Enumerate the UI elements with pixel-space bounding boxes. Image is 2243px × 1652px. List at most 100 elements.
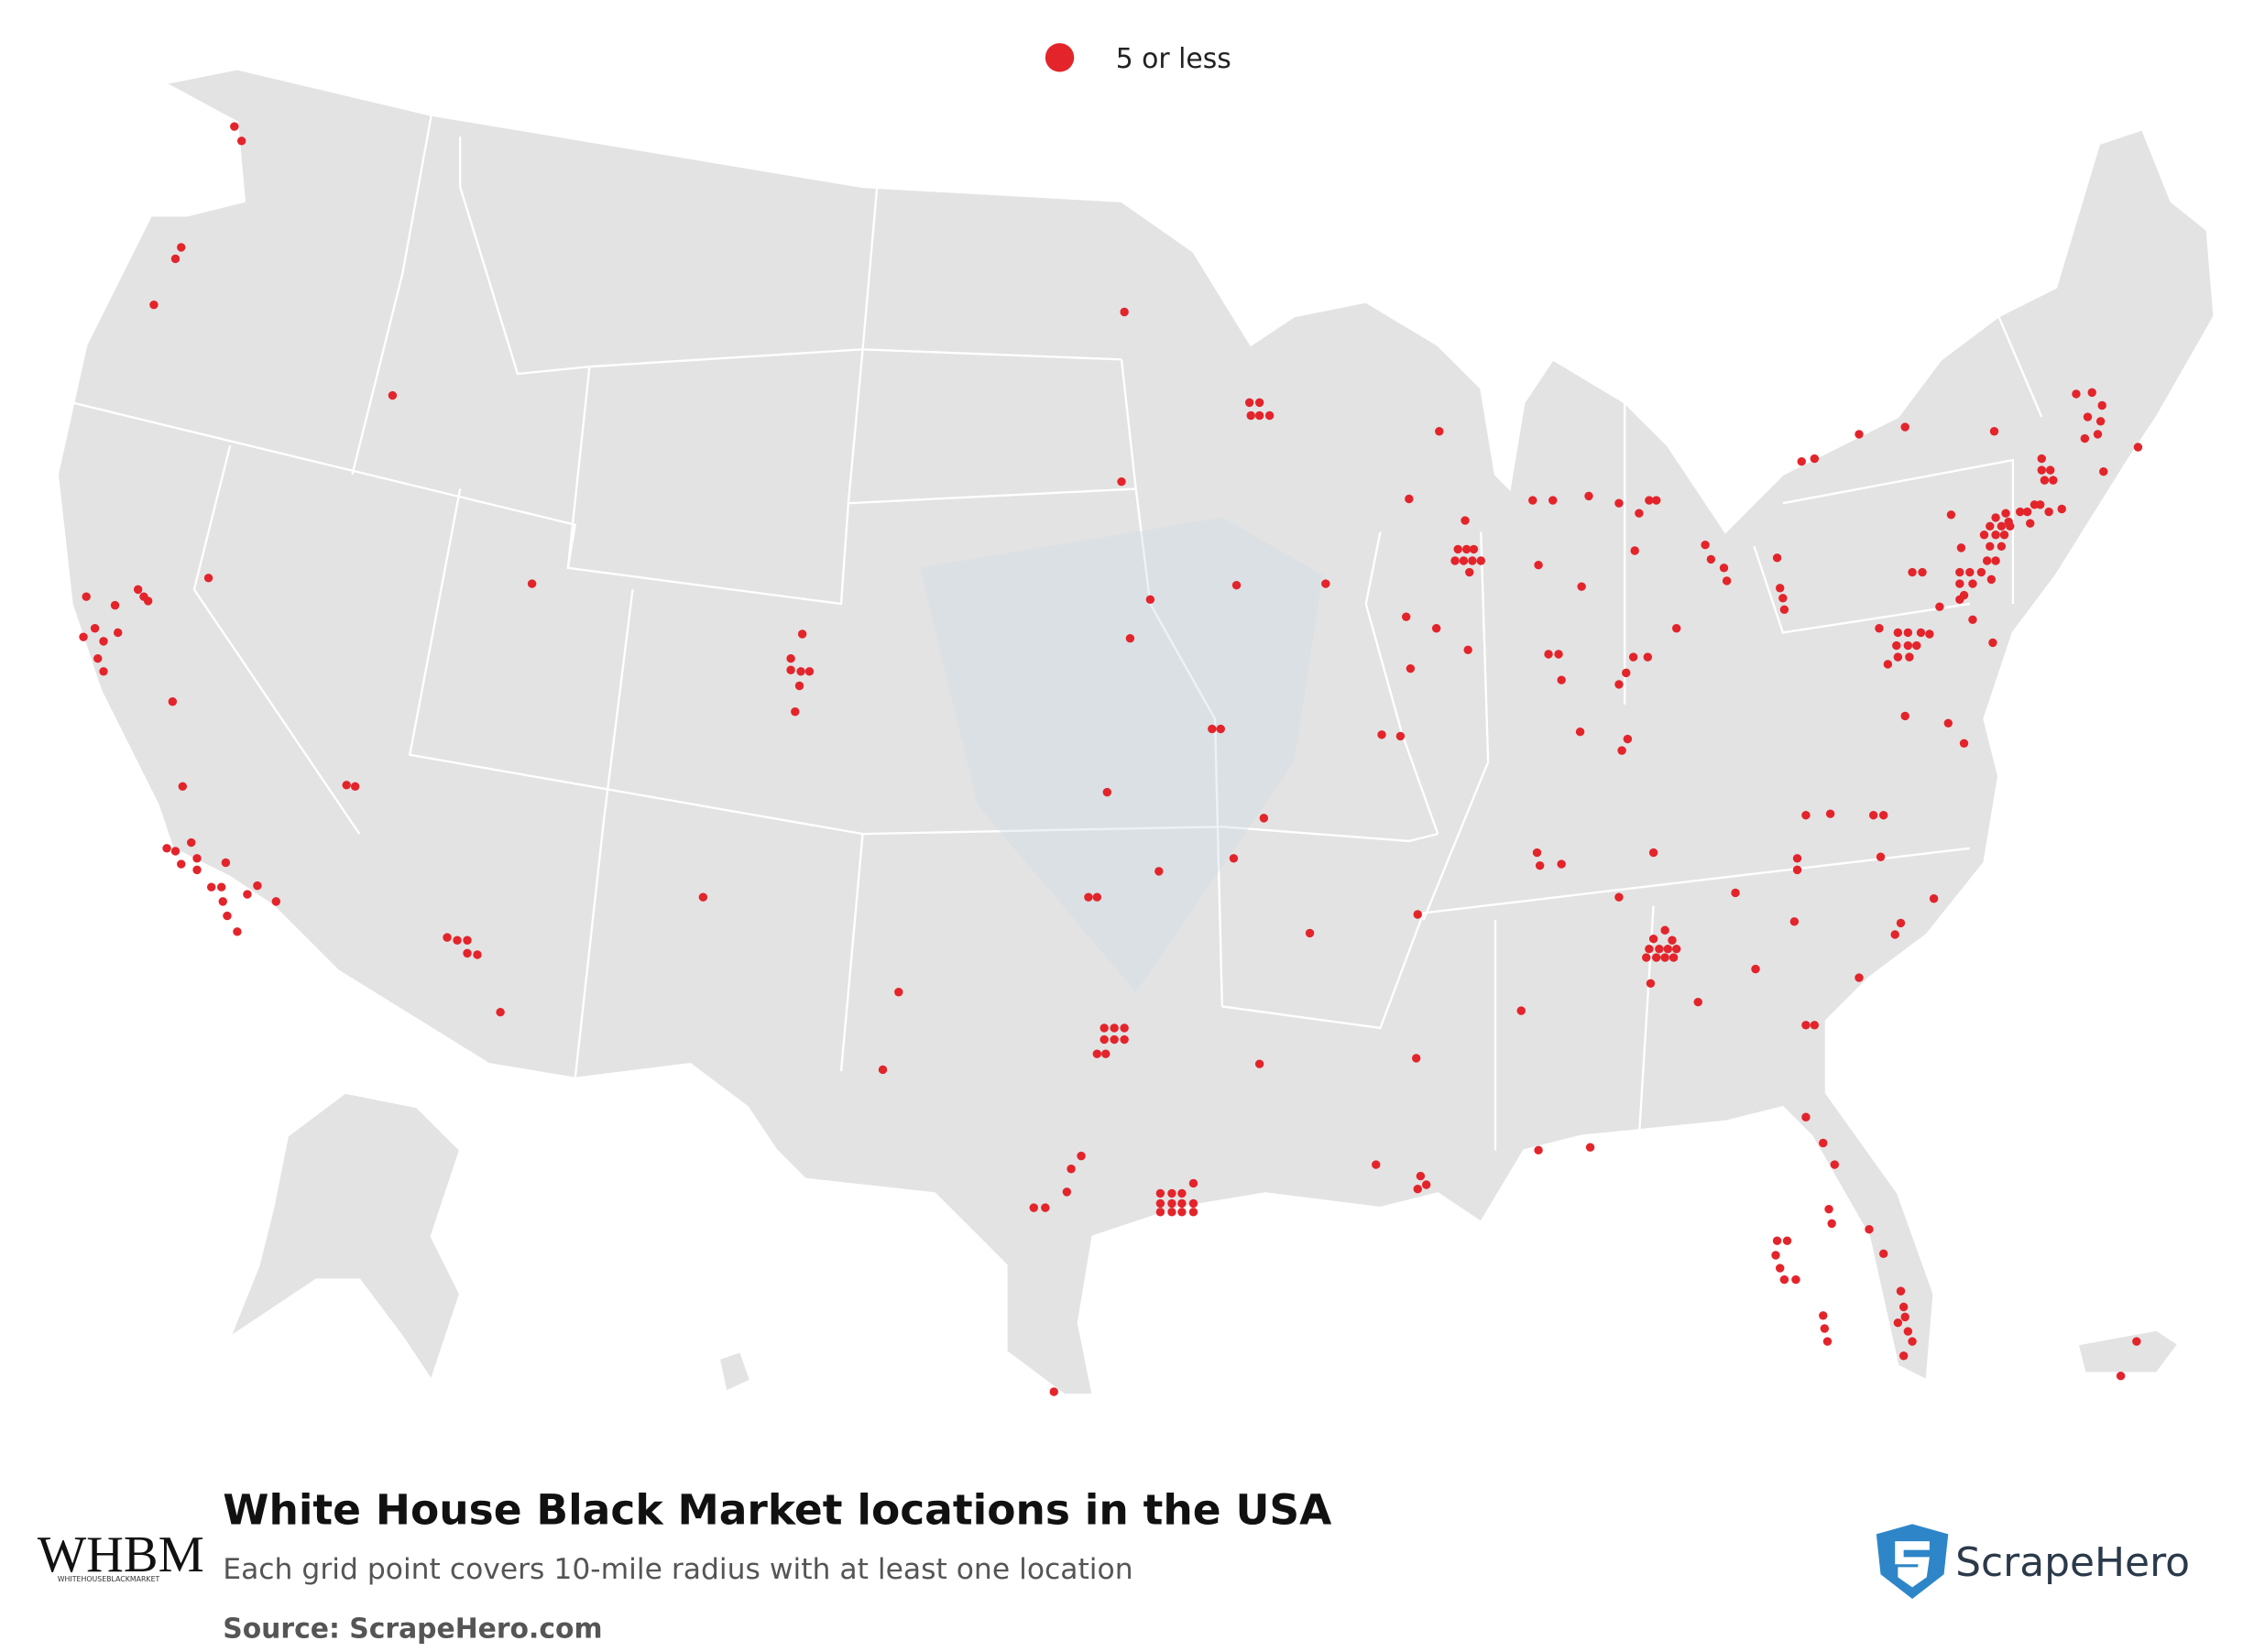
location-dot	[1916, 628, 1926, 638]
location-dot	[1701, 541, 1710, 550]
location-dot	[698, 892, 708, 902]
location-dot	[236, 137, 246, 146]
location-dot	[206, 882, 216, 892]
location-dot	[1986, 521, 1995, 531]
location-dot	[1660, 953, 1669, 962]
location-dot	[1264, 410, 1275, 421]
location-dot	[1929, 894, 1939, 903]
location-dot	[1575, 728, 1585, 737]
location-dot	[1077, 1151, 1086, 1161]
map	[56, 68, 2216, 1396]
location-dot	[1092, 1049, 1102, 1058]
location-dot	[177, 243, 186, 252]
location-dot	[1145, 595, 1155, 605]
location-dot	[496, 1008, 505, 1017]
location-dot	[1722, 576, 1732, 585]
location-dot	[2095, 417, 2106, 426]
location-dot	[1216, 724, 1225, 734]
location-dot	[1824, 1204, 1833, 1214]
location-dot	[203, 574, 213, 583]
location-dot	[1120, 307, 1129, 317]
location-dot	[1898, 1302, 1909, 1312]
location-dot	[82, 592, 91, 601]
location-dot	[1635, 509, 1644, 518]
location-dot	[1167, 1208, 1176, 1217]
location-dot	[1999, 531, 2009, 540]
location-dot	[1544, 650, 1553, 659]
location-dot	[1614, 680, 1624, 689]
location-dot	[1110, 1023, 1119, 1033]
location-dot	[1259, 814, 1269, 823]
location-dot	[1623, 734, 1633, 744]
location-dot	[1461, 516, 1470, 525]
location-dot	[1652, 496, 1661, 505]
location-dot	[1405, 494, 1414, 504]
location-dot	[1406, 663, 1416, 673]
location-dot	[1789, 917, 1800, 926]
location-dot	[1801, 1021, 1811, 1030]
legend-swatch	[1045, 43, 1075, 72]
location-dot	[388, 390, 398, 400]
location-dot	[786, 653, 795, 663]
location-dot	[1155, 1188, 1165, 1198]
location-dot	[1413, 910, 1422, 919]
location-dot	[113, 628, 123, 638]
location-dot	[1893, 628, 1903, 638]
brand-tagline: WHITEHOUSEBLACKMARKET	[58, 1575, 160, 1583]
location-dot	[1896, 918, 1906, 928]
location-dot	[786, 665, 795, 674]
location-dot	[1982, 556, 1992, 565]
location-dot	[1463, 645, 1472, 654]
location-dot	[2037, 454, 2046, 464]
location-dot	[350, 782, 360, 792]
location-dot	[1900, 1312, 1909, 1322]
location-dot	[1779, 605, 1789, 615]
location-dot	[1254, 1059, 1264, 1068]
location-dot	[1989, 427, 1999, 436]
location-dot	[2097, 400, 2106, 410]
location-dot	[2016, 507, 2025, 517]
location-dot	[1810, 454, 1820, 464]
brand-logo: WHBM	[38, 1526, 204, 1583]
location-dot	[1890, 930, 1899, 939]
location-dot	[1188, 1208, 1198, 1217]
location-dot	[1810, 1021, 1820, 1030]
location-dot	[1991, 513, 2000, 522]
location-dot	[1535, 860, 1545, 870]
location-dot	[1900, 422, 1909, 432]
location-dot	[1943, 718, 1953, 728]
location-dot	[1693, 998, 1702, 1007]
location-dot	[1883, 660, 1893, 669]
location-dot	[1469, 544, 1479, 554]
location-dot	[1648, 934, 1658, 944]
location-dot	[162, 844, 171, 853]
location-dot	[1956, 543, 1966, 552]
location-dot	[1645, 944, 1654, 954]
location-dot	[1706, 554, 1716, 564]
location-dot	[1421, 1180, 1431, 1189]
location-dot	[233, 927, 242, 936]
location-dot	[1395, 731, 1406, 741]
location-dot	[110, 600, 120, 610]
location-dot	[1548, 496, 1558, 505]
location-dot	[1827, 1219, 1836, 1229]
location-dot	[1630, 546, 1639, 555]
location-dot	[1660, 925, 1669, 935]
location-dot	[1476, 556, 1486, 565]
location-dot	[1229, 854, 1239, 863]
location-dot	[1896, 1286, 1906, 1296]
location-dot	[1672, 944, 1681, 954]
location-dot	[1731, 888, 1740, 898]
puerto-rico	[2076, 1329, 2181, 1374]
location-dot	[187, 837, 196, 848]
location-dot	[1797, 457, 1806, 466]
location-dot	[1435, 427, 1444, 436]
location-dot	[1991, 556, 2000, 565]
location-dot	[1898, 1351, 1909, 1361]
location-dot	[1049, 1387, 1058, 1396]
location-dot	[1554, 650, 1563, 659]
location-dot	[2080, 433, 2090, 443]
location-dot	[2036, 500, 2045, 509]
location-dot	[1465, 567, 1474, 577]
location-dot	[1955, 595, 1964, 605]
